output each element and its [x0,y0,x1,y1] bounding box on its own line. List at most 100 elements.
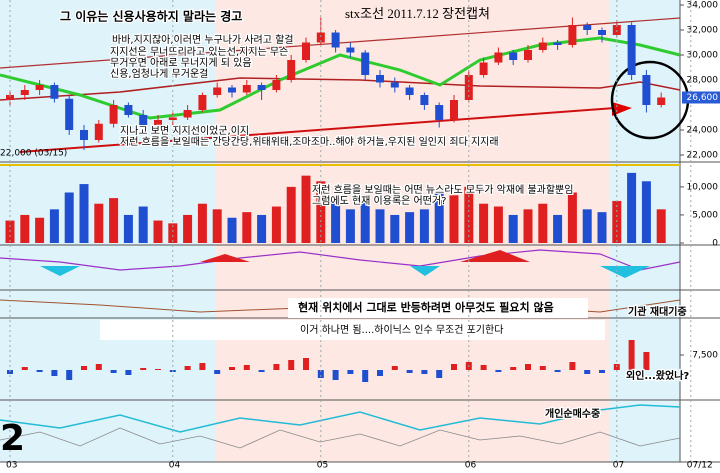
volume-bar [242,212,252,243]
foreign-bar [317,370,324,378]
foreign-bar [273,364,280,370]
candle-body [642,75,651,105]
volume-bar [360,200,370,243]
volume-bar [20,214,30,243]
ma-decor [0,77,681,101]
foreign-bar [391,366,398,370]
trend-line [19,107,616,153]
y-tick-label: 10,000 [687,182,719,192]
foreign-bar [125,370,132,375]
foreign-bar [510,367,517,370]
candle-body [35,85,44,90]
foreign-bar [140,368,147,370]
low-note: 22,000 (03/15) [0,149,67,159]
volume-bar [64,192,74,243]
foreign-bar [110,370,117,373]
volume-bar [123,214,133,243]
candle-body [524,50,532,60]
candle-body [242,85,251,93]
candle-body [213,87,222,95]
candle-body [94,123,103,140]
foreign-bar [229,367,235,370]
volume-bar [168,223,178,243]
candle-body [450,100,458,120]
annotation: 기관 재대기중 [628,305,687,318]
volume-bar [567,192,577,243]
foreign-bar [436,370,443,378]
volume-bar [405,212,415,243]
y-tick-label: 30,000 [687,51,719,61]
foreign-bar [332,370,339,380]
foreign-bar [21,367,28,370]
volume-bar [345,209,355,243]
y-tick-label: 22,000 [687,151,719,161]
annotation: 이거 하나면 됨....하이닉스 인수 무조건 포기한다 [300,323,503,336]
foreign-bar [66,370,73,380]
candle-body [139,115,148,125]
annotation: 그 이유는 신용사용하지 말라는 경고 [60,9,242,24]
candle-body [361,52,370,75]
x-tick-label: 03 [6,461,17,470]
volume-bar [597,212,607,243]
indicator-shapes [40,250,650,278]
candle-body [627,25,636,75]
foreign-bar [362,370,369,382]
volume-bar [183,214,193,243]
y-tick-label: 34,000 [687,1,719,11]
foreign-bar [51,370,58,376]
candle-body [479,62,488,75]
foreign-bar [658,370,665,376]
foreign-bar [554,370,561,372]
volume-bar [627,172,637,243]
price-tag [682,91,720,104]
foreign-bar [421,370,428,374]
foreign-bar [643,352,650,370]
volume-bar [79,184,89,243]
foreign-bar [199,363,206,370]
note-box [100,320,605,340]
foreign-bar [303,358,309,370]
candle-body [50,85,59,99]
foreign-bar [36,370,43,372]
x-tick-label: 06 [465,461,477,470]
volume-bar [197,203,207,243]
x-tick-label: 05 [317,461,328,470]
candle-body [657,97,666,105]
volume-bar [153,220,163,243]
candle-body [109,105,118,124]
candle-body [20,90,29,95]
candle-body [302,42,310,60]
x-tick-label: 07 [613,461,624,470]
ma-decor [0,36,681,120]
volume-bar [656,209,666,243]
volume-bar [35,217,45,243]
candle-body [65,98,74,130]
foreign-bar [628,340,635,370]
candle-body [435,105,444,120]
volume-bar [271,206,281,243]
candle-body [80,130,88,140]
volume-bar [641,181,651,243]
foreign-bar [480,365,487,370]
foreign-bar [258,370,265,372]
x-tick-label: 04 [169,461,181,470]
candle-body [228,87,236,93]
candle-body [198,95,207,110]
foreign-bar [347,370,354,374]
candle-body [272,80,281,90]
volume-bar [479,203,489,243]
candle-body [420,95,429,105]
foreign-bar [406,370,413,373]
volume-bar [227,217,237,243]
foreign-bar [569,362,576,370]
foreign-bar [214,370,221,374]
volume-bar [464,186,474,243]
candle-body [494,52,503,63]
foreign-bar [599,370,605,373]
volume-bar [138,206,148,243]
volume-bar [419,209,429,243]
volume-bar [94,203,104,243]
note-box [288,298,588,318]
candle-body [183,110,192,118]
